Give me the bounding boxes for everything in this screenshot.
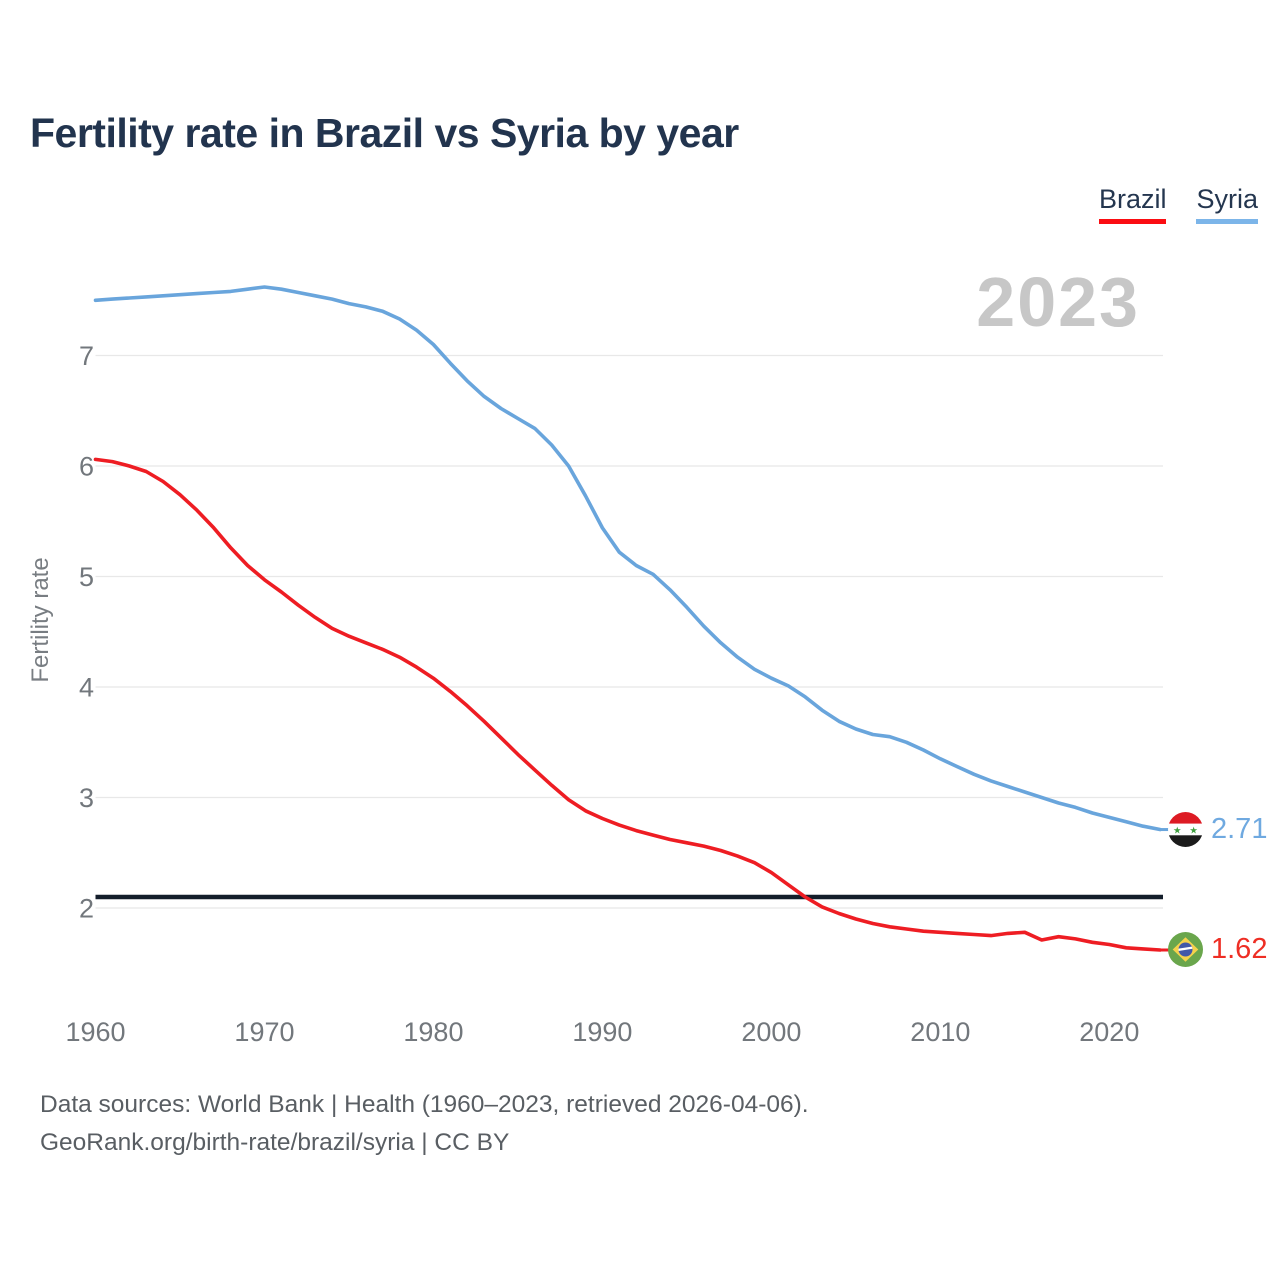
x-tick-1960: 1960: [65, 1017, 125, 1047]
syria-end-value: 2.71: [1211, 813, 1268, 845]
footer-data-sources: Data sources: World Bank | Health (1960–…: [40, 1091, 809, 1118]
legend-item-brazil[interactable]: Brazil: [1098, 184, 1167, 224]
y-tick-4: 4: [79, 673, 94, 703]
footer-attribution: GeoRank.org/birth-rate/brazil/syria | CC…: [40, 1129, 510, 1156]
y-tick-5: 5: [79, 562, 94, 592]
syria-flag-icon: ★ ★: [1168, 812, 1203, 847]
y-tick-3: 3: [79, 783, 94, 813]
x-tick-2010: 2010: [910, 1017, 970, 1047]
legend-label-syria: Syria: [1196, 184, 1258, 214]
x-tick-1990: 1990: [572, 1017, 632, 1047]
legend-label-brazil: Brazil: [1098, 184, 1167, 214]
x-tick-1980: 1980: [403, 1017, 463, 1047]
line-syria[interactable]: [93, 285, 1162, 832]
y-tick-2: 2: [79, 894, 94, 924]
footer: Data sources: World Bank | Health (1960–…: [40, 1086, 809, 1162]
y-tick-6: 6: [79, 452, 94, 482]
x-tick-2000: 2000: [741, 1017, 801, 1047]
chart-legend: Brazil Syria: [1098, 184, 1258, 224]
syria-end-label: ★ ★ 2.71: [1167, 811, 1267, 848]
y-axis-label: Fertility rate: [27, 557, 54, 682]
legend-item-syria[interactable]: Syria: [1196, 184, 1258, 224]
svg-text:★: ★: [1189, 825, 1198, 836]
page-title: Fertility rate in Brazil vs Syria by yea…: [30, 110, 739, 156]
brazil-end-label: 1.62: [1167, 931, 1267, 968]
line-brazil[interactable]: [93, 457, 1162, 952]
brazil-flag-icon: [1168, 932, 1203, 967]
svg-text:★: ★: [1173, 825, 1182, 836]
x-tick-2020: 2020: [1079, 1017, 1139, 1047]
year-watermark: 2023: [976, 263, 1140, 341]
y-tick-7: 7: [79, 341, 94, 371]
brazil-end-value: 1.62: [1211, 933, 1268, 965]
x-tick-1970: 1970: [234, 1017, 294, 1047]
